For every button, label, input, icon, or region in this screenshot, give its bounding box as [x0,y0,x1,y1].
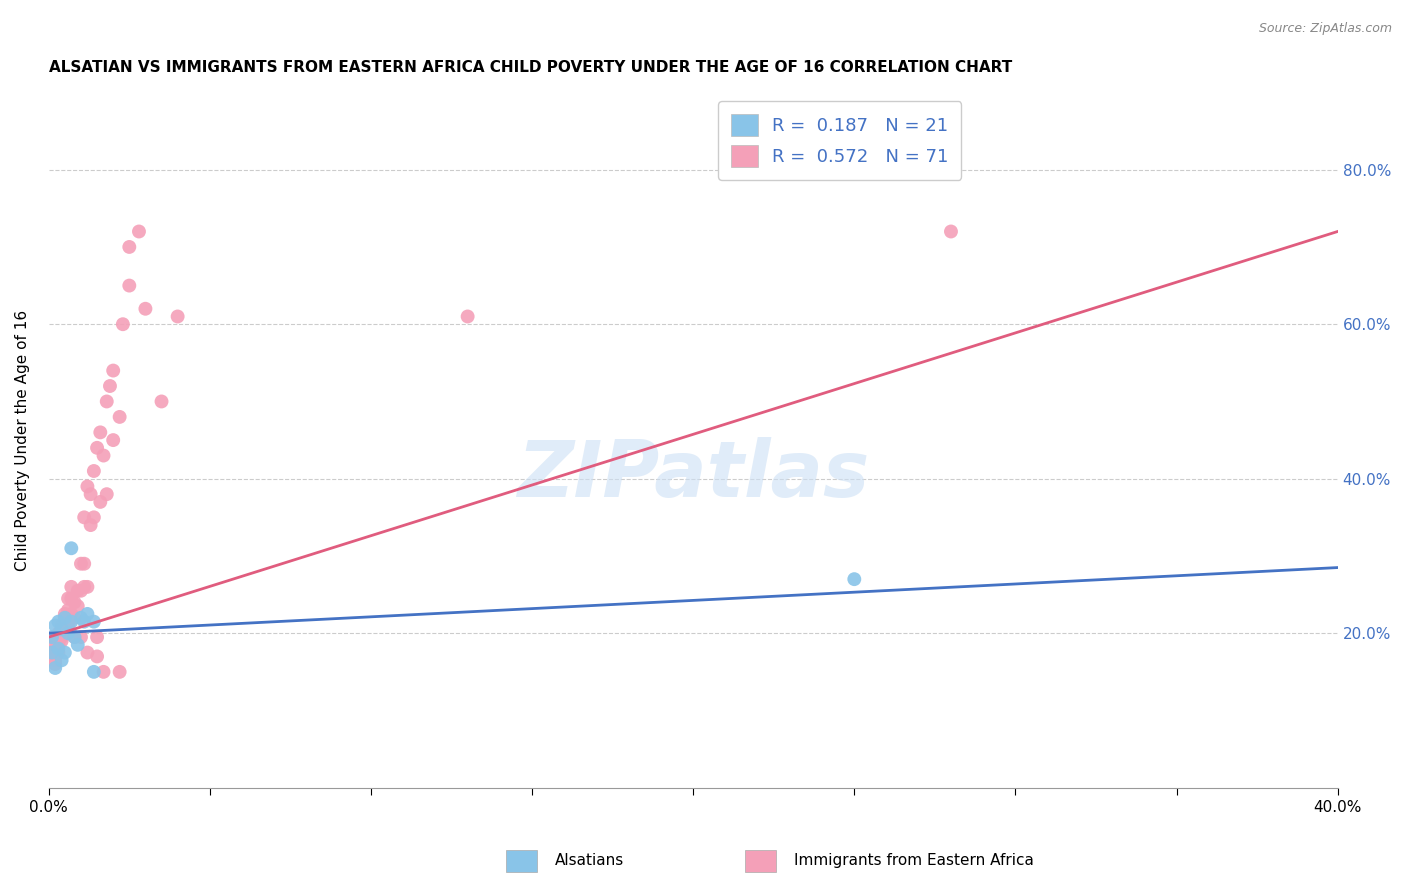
Point [83,464,105,478]
Text: Immigrants from Eastern Africa: Immigrants from Eastern Africa [794,854,1035,868]
Point [63,630,86,644]
Point [96,394,118,409]
Point [79,487,101,501]
Point [56,626,79,640]
Point [70,630,93,644]
Point [56,618,79,632]
Point [89,495,111,509]
Point [108,409,131,424]
Point [70,583,93,598]
Point [76,607,98,621]
Point [76,646,98,660]
Point [48,638,70,652]
Point [53,611,76,625]
Point [56,615,79,629]
Point [51,634,73,648]
Point [89,425,111,440]
Point [76,580,98,594]
Point [44,649,66,664]
Point [83,615,105,629]
Point [48,641,70,656]
Point [118,278,141,293]
Point [73,510,96,524]
Legend: R =  0.187   N = 21, R =  0.572   N = 71: R = 0.187 N = 21, R = 0.572 N = 71 [718,102,962,180]
Point [41,638,63,652]
Point [41,646,63,660]
Point [60,591,83,606]
Point [96,487,118,501]
Point [166,310,188,324]
Point [103,433,125,447]
Point [66,638,89,652]
Point [86,630,108,644]
Y-axis label: Child Poverty Under the Age of 16: Child Poverty Under the Age of 16 [15,310,30,571]
Point [48,634,70,648]
Point [63,595,86,609]
Point [66,583,89,598]
Point [70,557,93,571]
Point [53,626,76,640]
Point [73,615,96,629]
Point [73,557,96,571]
Point [51,630,73,644]
Text: ALSATIAN VS IMMIGRANTS FROM EASTERN AFRICA CHILD POVERTY UNDER THE AGE OF 16 COR: ALSATIAN VS IMMIGRANTS FROM EASTERN AFRI… [49,60,1012,75]
Point [73,580,96,594]
Point [70,611,93,625]
Point [44,641,66,656]
Point [44,661,66,675]
Point [51,618,73,632]
Point [41,630,63,644]
Point [79,518,101,533]
Point [63,611,86,625]
Point [44,646,66,660]
Point [66,599,89,614]
Point [56,603,79,617]
Point [108,665,131,679]
Point [48,626,70,640]
Point [53,615,76,629]
Point [44,618,66,632]
Point [939,225,962,239]
Point [41,646,63,660]
Point [128,225,150,239]
Point [134,301,156,316]
Point [41,630,63,644]
Point [56,591,79,606]
Point [53,607,76,621]
Point [48,630,70,644]
Point [93,449,115,463]
Point [457,310,479,324]
Text: ZIPatlas: ZIPatlas [517,437,869,513]
Point [53,646,76,660]
Point [44,653,66,667]
Point [83,510,105,524]
Point [118,240,141,254]
Point [53,611,76,625]
Point [86,649,108,664]
Point [93,665,115,679]
Point [60,541,83,556]
Point [53,615,76,629]
Text: Source: ZipAtlas.com: Source: ZipAtlas.com [1258,22,1392,36]
Point [44,657,66,672]
Point [83,665,105,679]
Point [48,615,70,629]
Point [60,615,83,629]
Point [60,580,83,594]
Point [51,623,73,637]
Point [103,363,125,377]
Point [60,607,83,621]
Point [51,653,73,667]
Point [51,623,73,637]
Point [48,646,70,660]
Text: Alsatians: Alsatians [555,854,624,868]
Point [98,379,121,393]
Point [150,394,173,409]
Point [86,441,108,455]
Point [63,630,86,644]
Point [56,626,79,640]
Point [844,572,866,586]
Point [111,317,134,331]
Point [76,479,98,493]
